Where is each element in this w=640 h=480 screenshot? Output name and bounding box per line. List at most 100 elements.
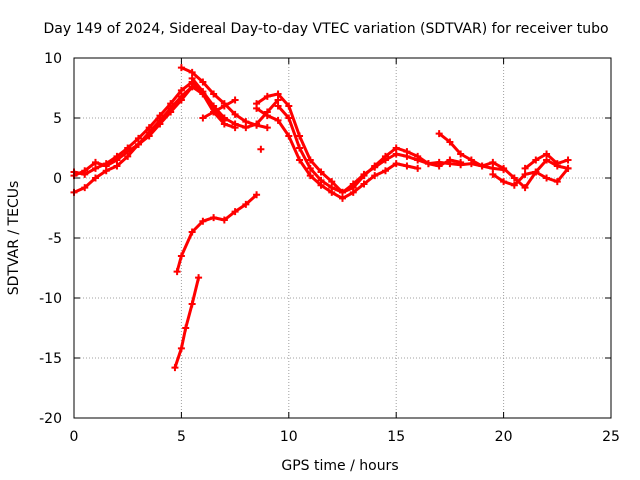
data-point bbox=[457, 150, 465, 158]
data-point bbox=[242, 124, 250, 132]
data-series bbox=[70, 64, 572, 372]
data-point bbox=[242, 118, 250, 126]
data-point bbox=[424, 160, 432, 168]
data-point bbox=[414, 164, 422, 172]
x-tick-label: 0 bbox=[70, 429, 79, 445]
data-point bbox=[177, 252, 185, 260]
data-point bbox=[81, 167, 89, 175]
x-tick-label: 25 bbox=[602, 429, 620, 445]
x-tick-label: 20 bbox=[495, 429, 513, 445]
data-point bbox=[500, 164, 508, 172]
data-point bbox=[510, 174, 518, 182]
data-point bbox=[188, 68, 196, 76]
data-point bbox=[564, 164, 572, 172]
data-point bbox=[296, 144, 304, 152]
data-point bbox=[371, 172, 379, 180]
series-line-arc-3 bbox=[72, 85, 194, 178]
data-point bbox=[253, 120, 261, 128]
x-tick-label: 5 bbox=[177, 429, 186, 445]
data-point bbox=[199, 78, 207, 86]
data-point bbox=[124, 148, 132, 156]
y-tick-label: 0 bbox=[53, 171, 62, 187]
data-point bbox=[231, 110, 239, 118]
series-line-arc-6 bbox=[201, 98, 237, 120]
data-point bbox=[553, 178, 561, 186]
data-point bbox=[188, 300, 196, 308]
axes: 0 5 10 15 20 25 -20 -15 -10 -5 0 5 10 bbox=[39, 51, 620, 445]
data-point bbox=[296, 156, 304, 164]
data-point bbox=[317, 176, 325, 184]
data-point bbox=[242, 200, 250, 208]
data-point bbox=[263, 112, 271, 120]
data-point bbox=[467, 156, 475, 164]
data-point bbox=[274, 102, 282, 110]
data-point bbox=[263, 92, 271, 100]
series-line-arc-13 bbox=[175, 193, 259, 274]
data-point bbox=[253, 191, 261, 199]
grid bbox=[74, 58, 611, 418]
data-point bbox=[199, 114, 207, 122]
data-point bbox=[134, 134, 142, 142]
data-point bbox=[403, 162, 411, 170]
data-point bbox=[339, 188, 346, 196]
data-point bbox=[167, 108, 175, 116]
x-tick-label: 10 bbox=[280, 429, 298, 445]
data-point bbox=[521, 170, 529, 178]
data-point bbox=[414, 156, 422, 164]
data-point bbox=[339, 194, 346, 202]
data-point bbox=[532, 168, 540, 176]
x-axis-label: GPS time / hours bbox=[281, 458, 398, 474]
data-point bbox=[543, 156, 551, 164]
data-point bbox=[500, 178, 508, 186]
data-point bbox=[177, 64, 185, 72]
data-point bbox=[285, 114, 293, 122]
data-point bbox=[253, 104, 261, 112]
y-tick-label: -20 bbox=[39, 411, 62, 427]
data-point bbox=[134, 140, 142, 148]
data-point bbox=[199, 217, 207, 225]
data-point bbox=[489, 158, 497, 166]
data-point bbox=[360, 180, 368, 188]
data-point bbox=[145, 132, 153, 140]
data-point bbox=[182, 324, 190, 332]
data-point bbox=[195, 274, 203, 282]
data-point bbox=[210, 90, 218, 98]
data-point bbox=[306, 156, 314, 164]
data-point bbox=[317, 168, 325, 176]
data-point bbox=[220, 114, 228, 122]
data-point bbox=[553, 160, 561, 168]
y-tick-label: 5 bbox=[53, 111, 62, 127]
data-point bbox=[231, 96, 239, 104]
data-point bbox=[564, 156, 572, 164]
y-tick-label: -10 bbox=[39, 291, 62, 307]
data-point bbox=[478, 162, 486, 170]
data-point bbox=[171, 364, 179, 372]
data-point bbox=[435, 130, 443, 138]
data-point bbox=[210, 108, 218, 116]
data-point bbox=[210, 102, 218, 110]
data-point bbox=[306, 172, 314, 180]
data-point bbox=[188, 74, 196, 82]
data-point bbox=[510, 181, 518, 189]
data-point bbox=[220, 216, 228, 224]
data-point bbox=[177, 344, 185, 352]
data-point bbox=[457, 161, 465, 169]
data-point bbox=[257, 145, 265, 153]
data-point bbox=[446, 138, 454, 146]
data-point bbox=[328, 184, 336, 192]
data-point bbox=[199, 88, 207, 96]
data-point bbox=[285, 132, 293, 140]
data-point bbox=[274, 90, 282, 98]
data-point bbox=[489, 164, 497, 172]
y-tick-label: 10 bbox=[44, 51, 62, 67]
data-point bbox=[306, 164, 314, 172]
data-point bbox=[91, 174, 99, 182]
series-line-arc-8 bbox=[255, 106, 420, 200]
y-tick-label: -15 bbox=[39, 351, 62, 367]
data-point bbox=[328, 178, 336, 186]
data-point bbox=[231, 208, 239, 216]
x-tick-label: 15 bbox=[387, 429, 405, 445]
data-point bbox=[91, 158, 99, 166]
data-point bbox=[381, 156, 389, 164]
